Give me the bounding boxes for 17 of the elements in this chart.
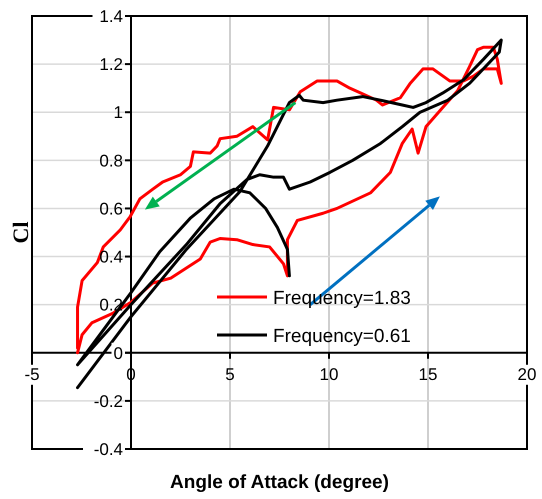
- legend-label: Frequency=0.61: [273, 326, 411, 347]
- y-tick-label: -0.4: [94, 440, 123, 459]
- x-tick-label: 20: [518, 364, 536, 384]
- x-tick-label: 15: [418, 364, 438, 384]
- x-axis-title: Angle of Attack (degree): [170, 472, 389, 493]
- y-tick-label: 1: [114, 103, 123, 122]
- y-tick-label: 0: [114, 344, 123, 363]
- y-tick-label: -0.2: [94, 392, 123, 411]
- y-tick-label: 0.8: [99, 151, 123, 170]
- x-tick-label: 5: [225, 364, 235, 384]
- y-tick-label: 1.2: [99, 55, 123, 74]
- y-tick-label: 0.4: [99, 248, 123, 267]
- x-tick-label: -5: [24, 364, 40, 384]
- y-tick-label: 0.6: [99, 199, 123, 218]
- y-tick-label: 1.4: [99, 7, 123, 26]
- y-axis-title: Cl: [8, 222, 33, 244]
- x-tick-label: 10: [320, 364, 338, 384]
